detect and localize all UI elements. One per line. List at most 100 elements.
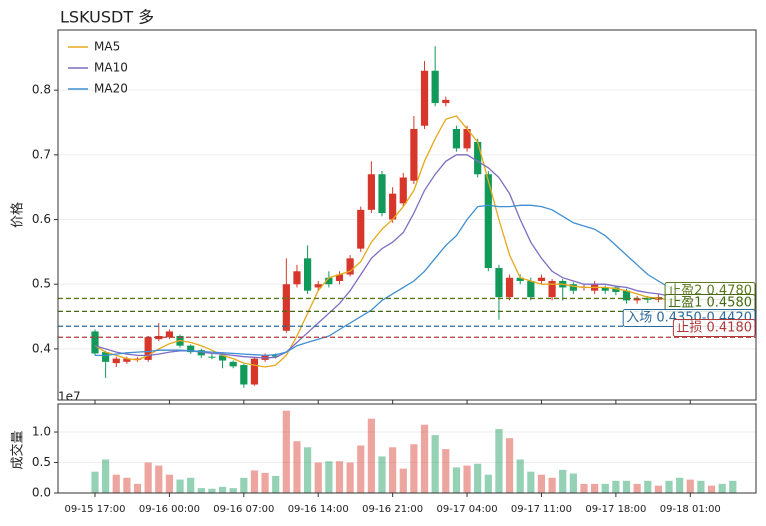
ma-line (94, 115, 670, 368)
volume-bar (601, 483, 609, 493)
volume-bar (569, 473, 577, 493)
volume-bar (612, 480, 620, 493)
volume-bar (654, 485, 662, 493)
volume-bar (729, 480, 737, 493)
candle-body (240, 365, 248, 385)
volume-bar (314, 462, 322, 493)
x-tick-label: 09-17 11:00 (511, 504, 572, 515)
candle-body (410, 128, 418, 181)
candle-body (112, 358, 120, 364)
candle-body (484, 174, 492, 269)
volume-bar (250, 470, 259, 493)
candle-body (293, 271, 301, 285)
candle-body (304, 258, 312, 291)
candle-body (474, 141, 482, 175)
volume-offset-label: 1e7 (58, 390, 81, 404)
volume-bar (505, 438, 514, 493)
candle-body (367, 174, 375, 210)
volume-bar (516, 459, 524, 493)
y-tick-label: 0.7 (32, 147, 51, 161)
candle-body (622, 290, 631, 301)
level-label: 止盈1 0.4580 (664, 294, 756, 312)
x-tick-label: 09-18 01:00 (660, 504, 721, 515)
x-tick-label: 09-15 17:00 (64, 504, 125, 515)
candle-body (601, 287, 609, 291)
volume-bar (452, 467, 461, 493)
volume-bar (133, 483, 142, 493)
chart-title: LSKUSDT 多 (60, 8, 154, 27)
volume-bar (495, 428, 503, 493)
candle-body (431, 70, 439, 104)
volume-bar (272, 475, 280, 493)
x-tick-label: 09-17 18:00 (585, 504, 646, 515)
x-tick-label: 09-17 04:00 (437, 504, 498, 515)
candle-body (325, 277, 333, 285)
volume-bar (665, 480, 673, 493)
volume-bar (633, 483, 641, 493)
ma-line (95, 204, 680, 357)
volume-bar (102, 459, 110, 493)
candle-body (218, 355, 227, 361)
candle-body (102, 352, 110, 362)
candle-body (452, 128, 461, 149)
volume-bar (676, 477, 684, 493)
volume-bar (463, 465, 471, 493)
candle-body (144, 337, 152, 360)
volume-bar (591, 483, 599, 493)
candle-body (633, 298, 641, 301)
y-tick-label: 0.6 (32, 212, 51, 226)
volume-bar (176, 479, 184, 493)
x-tick-label: 09-16 21:00 (362, 504, 423, 515)
candle-body (644, 298, 652, 300)
volume-bar (410, 444, 418, 493)
x-tick-label: 09-16 14:00 (288, 504, 349, 515)
volume-bar (527, 471, 535, 493)
level-label-text: 止盈1 0.4580 (668, 296, 752, 311)
volume-bar (367, 418, 375, 493)
volume-bar (707, 485, 716, 493)
level-label-box (672, 319, 756, 337)
y-tick-label: 0.0 (32, 486, 51, 500)
candle-body (495, 268, 503, 298)
volume-bar (229, 488, 237, 493)
legend-label: MA10 (94, 61, 128, 75)
y-tick-label: 0.4 (32, 341, 51, 355)
volume-bar (644, 480, 652, 493)
volume-bar (155, 465, 163, 493)
volume-bar (165, 474, 174, 493)
volume-bar (548, 477, 556, 493)
volume-bar (697, 480, 705, 493)
y-tick-label: 0.5 (32, 455, 51, 469)
y-tick-label: 0.8 (32, 83, 51, 97)
candle-body (272, 355, 280, 357)
volume-bar (282, 410, 290, 493)
candle-body (527, 280, 535, 298)
candle-body (378, 174, 386, 214)
candle-body (197, 350, 205, 356)
candle-body (282, 284, 290, 331)
volume-bar (474, 463, 482, 493)
candle-body (548, 280, 556, 298)
x-tick-label: 09-16 07:00 (213, 504, 274, 515)
volume-bar (484, 474, 492, 493)
volume-bar (208, 488, 216, 493)
candle-body (505, 277, 514, 298)
candle-body (91, 331, 99, 354)
candle-body (187, 345, 195, 353)
y-axis-label: 价格 (10, 202, 26, 228)
candle-body (612, 287, 620, 292)
volume-bar (559, 469, 567, 493)
candle-body (165, 331, 174, 338)
volume-bar (389, 447, 397, 493)
volume-bar (304, 447, 312, 493)
volume-bar (240, 477, 248, 493)
candle-body (463, 128, 471, 149)
volume-axis-label: 成交量 (10, 430, 26, 469)
candle-body (335, 274, 344, 281)
candle-body (250, 358, 259, 385)
volume-bar (686, 479, 694, 493)
volume-bar (144, 462, 152, 493)
candle-body (346, 258, 354, 275)
level-label-text: 止损 0.4180 (676, 321, 752, 336)
